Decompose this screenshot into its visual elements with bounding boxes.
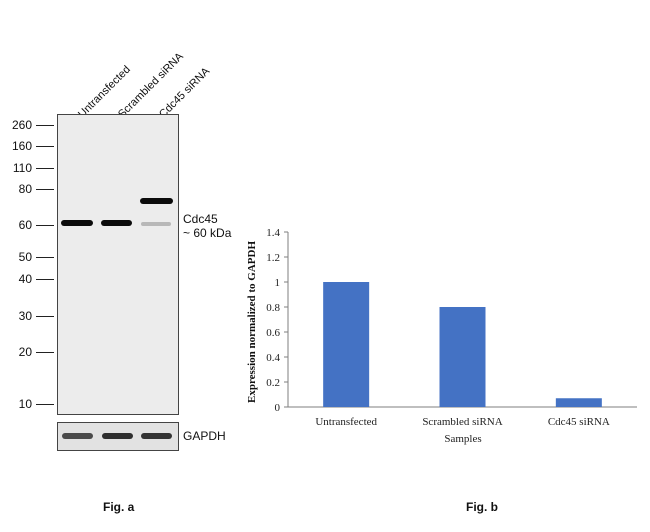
band-untransfected-cdc45: [61, 220, 93, 226]
bar: [323, 282, 370, 407]
y-ticks: 0 0.2 0.4 0.6 0.8 1 1.2 1.4: [266, 227, 288, 414]
gapdh-blot-membrane: [57, 422, 179, 451]
mw-marker-10: 10: [18, 397, 32, 411]
loading-control-label: GAPDH: [183, 429, 226, 443]
mw-marker-50: 50: [18, 250, 32, 264]
y-tick-label: 1.4: [266, 227, 280, 239]
bars: [323, 282, 602, 407]
mw-marker-40: 40: [18, 272, 32, 286]
main-blot-membrane: [57, 114, 179, 415]
y-tick-label: 1: [275, 277, 281, 289]
target-protein-label: Cdc45: [183, 212, 218, 226]
y-tick-label: 0.2: [266, 377, 280, 389]
gapdh-band-cdc45-sirna: [141, 433, 172, 439]
fig-a-caption: Fig. a: [103, 500, 135, 514]
fig-b-caption: Fig. b: [466, 500, 498, 514]
mw-tick-110: [36, 168, 54, 169]
mw-tick-80: [36, 189, 54, 190]
bar: [555, 398, 602, 407]
x-axis-title: Samples: [444, 433, 481, 445]
y-axis-title: Expression normalized to GAPDH: [246, 241, 258, 403]
mw-marker-110: 110: [12, 161, 32, 175]
mw-marker-160: 160: [11, 139, 32, 153]
mw-tick-40: [36, 279, 54, 280]
mw-marker-60: 60: [18, 218, 32, 232]
mw-marker-20: 20: [18, 345, 32, 359]
mw-tick-30: [36, 316, 54, 317]
x-tick-label: Scrambled siRNA: [422, 416, 502, 428]
gapdh-band-untransfected: [62, 433, 93, 439]
band-cdc45-sirna-nonspecific: [140, 198, 173, 204]
mw-marker-30: 30: [18, 309, 32, 323]
mw-tick-20: [36, 352, 54, 353]
y-tick-label: 0.8: [266, 302, 280, 314]
y-tick-label: 0.6: [266, 327, 280, 339]
bar: [439, 307, 486, 407]
x-tick-label: Untransfected: [315, 416, 377, 428]
mw-tick-160: [36, 146, 54, 147]
band-scrambled-cdc45: [101, 220, 132, 226]
gapdh-band-scrambled: [102, 433, 133, 439]
mw-marker-80: 80: [18, 182, 32, 196]
y-tick-label: 0.4: [266, 352, 280, 364]
y-tick-label: 0: [275, 402, 281, 414]
mw-tick-50: [36, 257, 54, 258]
mw-tick-60: [36, 225, 54, 226]
mw-marker-260: 260: [11, 118, 32, 132]
x-tick-label: Cdc45 siRNA: [548, 416, 610, 428]
x-tick-labels: Untransfected Scrambled siRNA Cdc45 siRNA: [315, 416, 610, 428]
target-size-label: ~ 60 kDa: [183, 226, 232, 240]
mw-tick-260: [36, 125, 54, 126]
y-tick-label: 1.2: [266, 252, 280, 264]
mw-tick-10: [36, 404, 54, 405]
band-cdc45-sirna-faint: [141, 222, 171, 226]
